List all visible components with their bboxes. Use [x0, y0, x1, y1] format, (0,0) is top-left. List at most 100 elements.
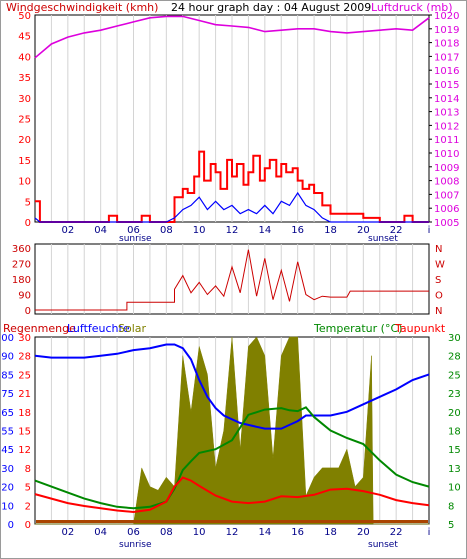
pressure-tick-label: 1018	[434, 39, 459, 50]
hour-tick-label: 18	[324, 225, 337, 236]
hour-tick-label: 22	[390, 225, 403, 236]
wind-direction-compass-label: W	[435, 260, 445, 271]
pressure-tick-label: 1007	[434, 190, 459, 201]
hour-tick-label: 12	[226, 527, 239, 538]
dewpoint-left-tick-label: 30	[18, 333, 31, 344]
wind-speed-label: Windgeschwindigkeit (kmh)	[6, 1, 158, 14]
rain-humidity-tick-label: 55	[1, 427, 14, 438]
hour-tick-label: 08	[160, 527, 173, 538]
wind-speed-axis: 0 5 10 15 20 25 30 35 40 45 50	[18, 11, 31, 229]
wind-speed-tick-label: 10	[18, 177, 31, 188]
dewpoint-left-tick-label: 0	[25, 520, 31, 531]
hour-tick-label: 18	[324, 527, 337, 538]
rain-humidity-tick-label: 75	[1, 389, 14, 400]
hour-tick-label: 20	[357, 527, 370, 538]
hour-tick-label: 16	[291, 527, 304, 538]
wind-speed-tick-label: 40	[18, 52, 31, 63]
sunset-label-1: sunset	[368, 234, 398, 244]
wind-direction-degree-label: 270	[12, 260, 31, 271]
rain-axis: 0 10 20 30 45 55 65 75 85 90 100	[1, 333, 14, 531]
dewpoint-left-tick-label: 8	[25, 464, 31, 475]
wind-direction-compass-label: N	[435, 244, 442, 255]
sunrise-label-3: sunrise	[119, 540, 152, 550]
humidity-label: Luftfeuchte	[67, 322, 130, 335]
dewpoint-left-tick-label: 5	[25, 483, 31, 494]
wind-direction-compass-label: O	[435, 291, 443, 302]
wind-speed-tick-label: 30	[18, 94, 31, 105]
pressure-axis: 1005 1006 1007 1008 1009 1010 1011 1012 1013 1014…	[429, 11, 459, 229]
wind-direction-degree-label: 180	[12, 275, 31, 286]
pressure-tick-label: 1008	[434, 177, 459, 188]
hour-tick-label: 16	[291, 225, 304, 236]
rain-humidity-tick-label: 85	[1, 370, 14, 381]
dewpoint-left-tick-label: 25	[18, 370, 31, 381]
rain-label: Regenmenge	[3, 322, 76, 335]
wind-speed-tick-label: 50	[18, 11, 31, 22]
hour-tick-label: 14	[258, 527, 271, 538]
hour-tick-label: 04	[94, 225, 107, 236]
hour-tick-label: 22	[390, 527, 403, 538]
temperature-tick-label: 25	[448, 370, 461, 381]
temperature-tick-label: 23	[448, 389, 461, 400]
wind-direction-degree-axis: 360 270 180 90 0	[12, 244, 31, 317]
air-pressure-label: Luftdruck (mb)	[371, 1, 453, 14]
rain-humidity-tick-label: 45	[1, 445, 14, 456]
temperature-line	[34, 406, 430, 510]
hour-tick-label: 14	[258, 225, 271, 236]
hour-tick-label: i	[428, 225, 431, 236]
temperature-tick-label: 15	[448, 445, 461, 456]
wind-speed-tick-label: 35	[18, 73, 31, 84]
dewpoint-left-tick-label: 12	[18, 445, 31, 456]
temperature-tick-label: 18	[448, 427, 461, 438]
pressure-tick-label: 1017	[434, 52, 459, 63]
humidity-line	[34, 343, 430, 430]
hour-tick-label: 04	[94, 527, 107, 538]
pressure-tick-label: 1005	[434, 218, 459, 229]
hour-tick-label: 08	[160, 225, 173, 236]
sunset-label-3: sunset	[368, 540, 398, 550]
pressure-tick-label: 1014	[434, 94, 459, 105]
dewpoint-left-tick-label: 18	[18, 408, 31, 419]
air-pressure-line	[34, 15, 430, 59]
rain-humidity-tick-label: 90	[1, 352, 14, 363]
pressure-tick-label: 1013	[434, 108, 459, 119]
temperature-tick-label: 10	[448, 483, 461, 494]
pressure-tick-label: 1016	[434, 66, 459, 77]
pressure-tick-label: 1011	[434, 135, 459, 146]
pressure-tick-label: 1015	[434, 80, 459, 91]
wind-direction-compass-label: S	[435, 275, 441, 286]
wind-direction-degree-label: 90	[18, 291, 31, 302]
wind-direction-degree-label: 0	[25, 306, 31, 317]
hour-tick-label: 10	[193, 225, 206, 236]
pressure-tick-label: 1009	[434, 163, 459, 174]
wind-speed-tick-label: 5	[25, 197, 31, 208]
rain-humidity-tick-label: 100	[1, 333, 14, 344]
rain-humidity-tick-label: 30	[1, 464, 14, 475]
temperature-tick-label: 20	[448, 408, 461, 419]
wind-pressure-series	[34, 15, 430, 223]
dewpoint-line	[34, 476, 430, 514]
temperature-tick-label: 5	[448, 520, 454, 531]
sunrise-label-1: sunrise	[119, 234, 152, 244]
hour-tick-label: 12	[226, 225, 239, 236]
temperature-label: Temperatur (°C)	[313, 322, 402, 335]
wind-speed-tick-label: 45	[18, 32, 31, 43]
dewpoint-left-tick-label: 2	[25, 501, 31, 512]
climate-series	[34, 336, 430, 525]
temperature-tick-label: 8	[448, 501, 454, 512]
dewpoint-left-tick-label: 21	[18, 389, 31, 400]
dewpoint-label: Taupunkt	[394, 322, 446, 335]
wind-direction-compass-label: N	[435, 306, 442, 317]
panel3-hour-axis: 02 04 06 08 10 12 14 16 18 20 22 i	[61, 527, 430, 538]
hour-tick-label: 10	[193, 527, 206, 538]
wind-speed-tick-label: 15	[18, 156, 31, 167]
temperature-tick-label: 30	[448, 333, 461, 344]
pressure-tick-label: 1020	[434, 11, 459, 22]
hour-tick-label: 06	[127, 527, 140, 538]
solar-label: Solar	[118, 322, 147, 335]
hour-tick-label: 06	[127, 225, 140, 236]
